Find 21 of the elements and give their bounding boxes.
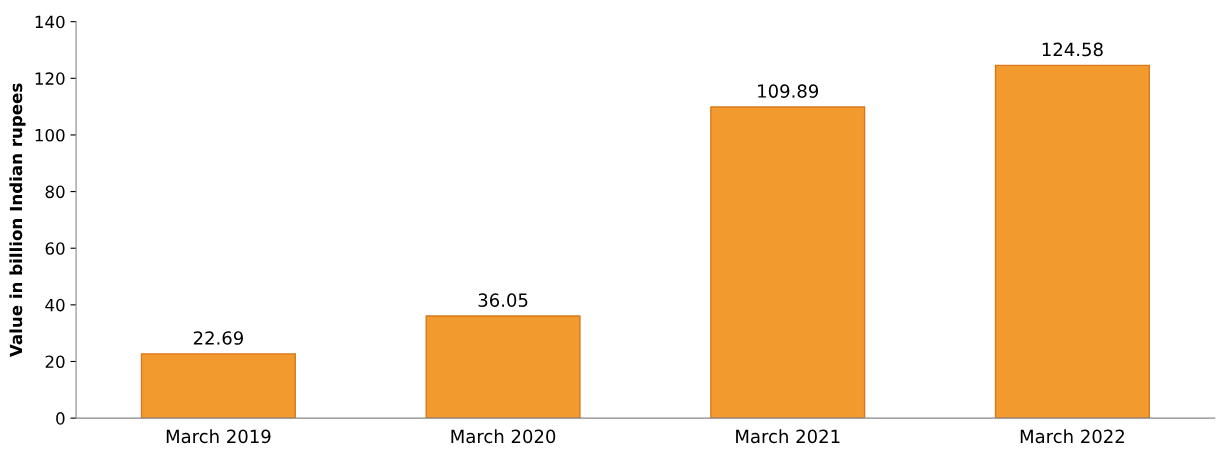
- data-label: 109.89: [758, 84, 819, 98]
- bar: [710, 106, 866, 419]
- y-tick-label: 40: [45, 298, 65, 312]
- y-tick-label: 60: [45, 242, 65, 255]
- y-tick-label: 120: [35, 72, 65, 85]
- data-label: 124.58: [1042, 42, 1103, 57]
- y-tick-label: 100: [35, 128, 65, 142]
- y-tick-label: 140: [35, 15, 65, 29]
- data-label: 22.69: [193, 331, 243, 345]
- x-tick-label: March 2019: [166, 429, 271, 444]
- y-tick-label: 80: [45, 185, 65, 199]
- y-tick-label: 0: [56, 412, 65, 425]
- y-tick-label: 20: [45, 355, 65, 369]
- x-tick-label: March 2020: [451, 429, 556, 444]
- data-label: 36.05: [478, 293, 528, 307]
- y-axis-title: Value in billion Indian rupees: [9, 83, 26, 357]
- x-tick-label: March 2021: [736, 429, 840, 444]
- x-tick-label: March 2022: [1020, 429, 1124, 444]
- bar: [140, 353, 296, 419]
- bar: [994, 64, 1150, 419]
- bar: [425, 315, 581, 419]
